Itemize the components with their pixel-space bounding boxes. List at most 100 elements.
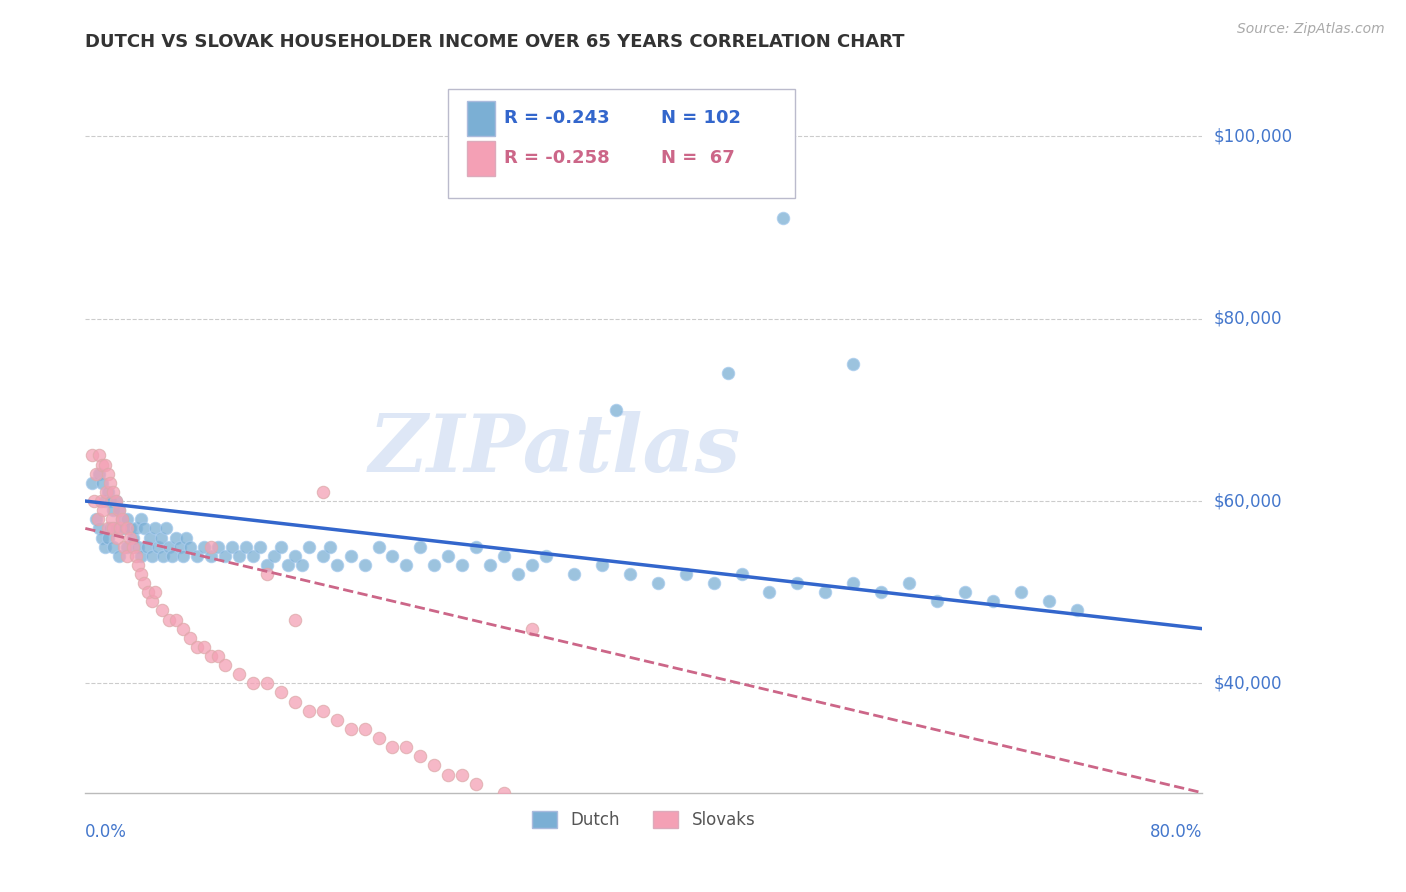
Point <box>86 512 108 526</box>
Point <box>89 449 111 463</box>
Point <box>96 485 118 500</box>
Point <box>981 594 1004 608</box>
Point <box>118 531 141 545</box>
Point <box>311 549 333 563</box>
FancyBboxPatch shape <box>449 89 794 198</box>
Point <box>82 475 104 490</box>
Point <box>143 585 166 599</box>
Point <box>200 648 222 663</box>
Point <box>105 521 128 535</box>
Point <box>127 558 149 572</box>
Text: $80,000: $80,000 <box>1213 310 1282 327</box>
Point <box>124 521 146 535</box>
Point <box>91 475 114 490</box>
Point <box>97 485 120 500</box>
Point <box>169 540 191 554</box>
Point <box>647 576 669 591</box>
Point <box>112 540 135 554</box>
Point <box>423 558 446 572</box>
Point <box>520 622 543 636</box>
FancyBboxPatch shape <box>467 142 495 177</box>
Point <box>520 558 543 572</box>
Point <box>263 549 285 563</box>
Point <box>100 494 122 508</box>
Point <box>256 558 278 572</box>
Point <box>165 531 187 545</box>
Point <box>534 549 557 563</box>
Point <box>200 540 222 554</box>
Point <box>284 695 307 709</box>
Point <box>91 458 114 472</box>
Point <box>160 549 183 563</box>
Point <box>1038 594 1060 608</box>
Point <box>105 494 128 508</box>
Point <box>138 531 160 545</box>
Point <box>172 622 194 636</box>
Point <box>179 540 201 554</box>
Point <box>108 503 131 517</box>
Point <box>318 540 340 554</box>
Point <box>174 531 197 545</box>
Point <box>94 494 117 508</box>
Point <box>228 549 250 563</box>
Point <box>605 403 627 417</box>
Point <box>465 540 488 554</box>
Point <box>86 467 108 481</box>
Point <box>367 731 389 745</box>
Point <box>325 558 347 572</box>
Point <box>115 521 138 535</box>
Point <box>89 467 111 481</box>
Point <box>786 576 808 591</box>
Text: R = -0.243: R = -0.243 <box>505 109 610 128</box>
Point <box>207 540 229 554</box>
Point <box>339 722 361 736</box>
Point <box>207 648 229 663</box>
FancyBboxPatch shape <box>467 102 495 136</box>
Point <box>353 558 375 572</box>
Text: 80.0%: 80.0% <box>1150 823 1202 841</box>
Point <box>97 467 120 481</box>
Point <box>1010 585 1032 599</box>
Text: R = -0.258: R = -0.258 <box>505 149 610 168</box>
Point <box>298 704 321 718</box>
Point <box>325 713 347 727</box>
Point <box>82 449 104 463</box>
Point <box>193 540 215 554</box>
Point <box>97 521 120 535</box>
Point <box>108 503 131 517</box>
Point <box>193 640 215 654</box>
Point <box>91 531 114 545</box>
Point <box>562 566 585 581</box>
Point <box>118 521 141 535</box>
Point <box>100 475 122 490</box>
Point <box>152 549 174 563</box>
Point <box>925 594 948 608</box>
Point <box>270 685 292 699</box>
Point <box>494 786 516 800</box>
Point <box>772 211 794 226</box>
Point <box>94 458 117 472</box>
Point <box>437 549 460 563</box>
Text: $100,000: $100,000 <box>1213 128 1292 145</box>
Point <box>242 676 264 690</box>
Point <box>115 512 138 526</box>
Point <box>121 540 143 554</box>
Point <box>146 540 169 554</box>
Point <box>381 549 404 563</box>
Point <box>437 767 460 781</box>
Point <box>132 521 155 535</box>
Point <box>97 531 120 545</box>
Point <box>157 613 180 627</box>
Point <box>103 503 125 517</box>
Text: 0.0%: 0.0% <box>86 823 127 841</box>
Point <box>129 549 152 563</box>
Point <box>814 585 837 599</box>
Point <box>200 549 222 563</box>
Point <box>235 540 257 554</box>
Point <box>256 676 278 690</box>
Point <box>94 540 117 554</box>
Point <box>409 540 432 554</box>
Point <box>298 540 321 554</box>
Point <box>249 540 271 554</box>
Point <box>172 549 194 563</box>
